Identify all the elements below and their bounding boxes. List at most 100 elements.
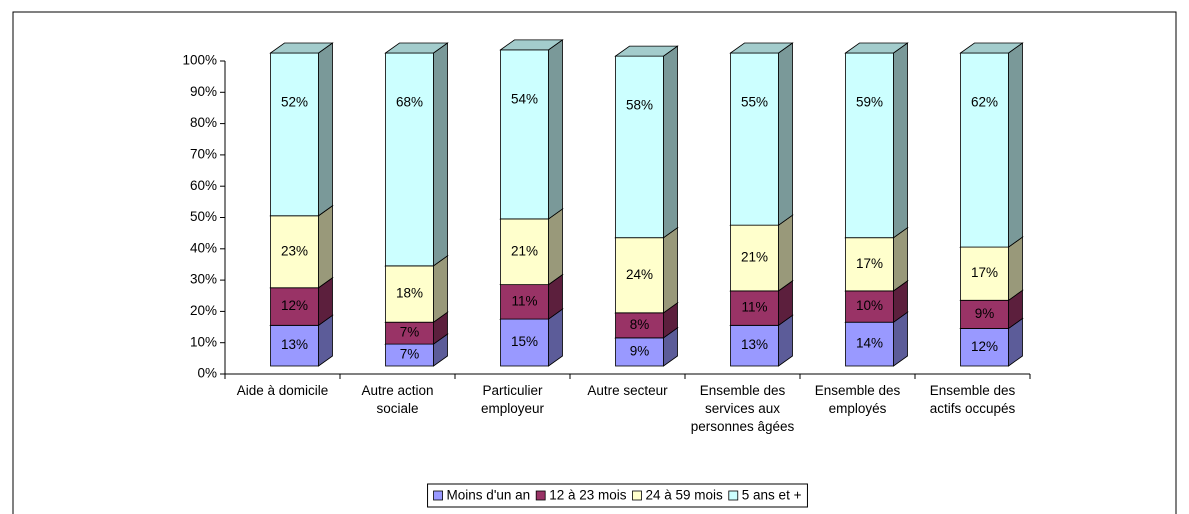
x-tick-label: Ensemble des actifs occupés bbox=[930, 383, 1016, 416]
bar-side bbox=[778, 214, 793, 292]
bar-front bbox=[960, 52, 1009, 248]
bar-side bbox=[318, 204, 333, 289]
bar-front bbox=[845, 237, 894, 292]
data-label: 13% bbox=[281, 337, 308, 352]
data-label: 15% bbox=[511, 334, 538, 349]
y-tick-label: 10% bbox=[190, 334, 217, 349]
bar-segment bbox=[729, 42, 794, 226]
data-label: 7% bbox=[400, 347, 420, 362]
data-label: 8% bbox=[630, 317, 650, 332]
bar-front bbox=[385, 265, 434, 323]
bar-side bbox=[1008, 236, 1023, 302]
label-line: Ensemble des bbox=[815, 383, 901, 398]
bar-side bbox=[663, 45, 678, 239]
data-label: 12% bbox=[971, 339, 998, 354]
bar-side bbox=[1008, 42, 1023, 248]
legend-label: 12 à 23 mois bbox=[549, 488, 627, 503]
label-line: employeur bbox=[481, 401, 545, 416]
bar-top bbox=[959, 42, 1024, 54]
bar-top bbox=[384, 42, 449, 54]
x-tick-label: Autre secteur bbox=[587, 383, 668, 398]
data-label: 21% bbox=[511, 243, 538, 258]
bar-front bbox=[845, 52, 894, 239]
label-line: Particulier bbox=[482, 383, 543, 398]
bar-top bbox=[269, 42, 334, 54]
bar-segment bbox=[614, 45, 679, 239]
data-label: 24% bbox=[626, 267, 653, 282]
data-label: 12% bbox=[281, 298, 308, 313]
y-tick-label: 0% bbox=[197, 366, 217, 381]
bar-front bbox=[500, 284, 549, 320]
bar-side bbox=[893, 226, 908, 292]
bar-side bbox=[318, 42, 333, 217]
y-tick-label: 70% bbox=[190, 146, 217, 161]
x-tick-label: Ensemble des employés bbox=[815, 383, 901, 416]
y-tick-label: 60% bbox=[190, 178, 217, 193]
data-label: 9% bbox=[630, 343, 650, 358]
bar-front bbox=[270, 287, 319, 326]
bar-segment bbox=[499, 39, 564, 220]
data-label: 62% bbox=[971, 95, 998, 110]
bar-segment bbox=[959, 42, 1024, 248]
data-label: 54% bbox=[511, 91, 538, 106]
y-tick-label: 80% bbox=[190, 115, 217, 130]
data-label: 9% bbox=[975, 306, 995, 321]
bar-front bbox=[960, 299, 1009, 329]
x-tick-label: Particulier employeur bbox=[481, 383, 545, 416]
bar-front bbox=[845, 321, 894, 367]
bar-front bbox=[500, 49, 549, 220]
label-line: Aide à domicile bbox=[237, 383, 329, 398]
bar-front bbox=[730, 290, 779, 326]
label-line: Ensemble des bbox=[700, 383, 786, 398]
legend-swatch bbox=[535, 490, 546, 501]
bar-front bbox=[270, 52, 319, 217]
y-tick-label: 20% bbox=[190, 303, 217, 318]
bar-segment bbox=[269, 42, 334, 217]
legend-label: Moins d'un an bbox=[447, 488, 531, 503]
data-label: 55% bbox=[741, 95, 768, 110]
bar-front bbox=[270, 324, 319, 367]
x-tick-label: Aide à domicile bbox=[237, 383, 329, 398]
label-line: actifs occupés bbox=[930, 401, 1016, 416]
bar-front bbox=[500, 318, 549, 367]
label-line: employés bbox=[829, 401, 887, 416]
bar-front bbox=[615, 337, 664, 367]
data-label: 23% bbox=[281, 243, 308, 258]
data-label: 7% bbox=[400, 325, 420, 340]
data-label: 10% bbox=[856, 298, 883, 313]
label-line: personnes âgées bbox=[691, 419, 795, 434]
data-label: 17% bbox=[856, 256, 883, 271]
legend-swatch bbox=[433, 490, 443, 501]
x-tick-label: Autre action sociale bbox=[361, 383, 433, 416]
bar-top bbox=[729, 42, 794, 54]
y-tick-label: 40% bbox=[190, 240, 217, 255]
bar-front bbox=[615, 312, 664, 339]
data-label: 21% bbox=[741, 250, 768, 265]
bar-front bbox=[385, 52, 434, 267]
bar-front bbox=[500, 218, 549, 286]
x-tick-label: Ensemble des services aux personnes âgées bbox=[691, 383, 795, 434]
data-label: 11% bbox=[741, 300, 767, 315]
data-label: 68% bbox=[396, 95, 423, 110]
bar-segment bbox=[384, 42, 449, 267]
bar-side bbox=[893, 42, 908, 239]
bar-side bbox=[778, 42, 793, 226]
bar-top bbox=[614, 45, 679, 57]
label-line: Autre secteur bbox=[587, 383, 668, 398]
data-label: 11% bbox=[511, 293, 537, 308]
bar-side bbox=[433, 42, 448, 267]
y-tick-label: 90% bbox=[190, 84, 217, 99]
bar-front bbox=[615, 55, 664, 239]
legend-swatch bbox=[728, 490, 739, 501]
bar-front bbox=[730, 52, 779, 226]
y-tick-label: 30% bbox=[190, 272, 217, 287]
data-label: 59% bbox=[856, 95, 883, 110]
legend-swatch bbox=[632, 490, 642, 501]
bar-side bbox=[548, 39, 563, 220]
data-label: 52% bbox=[281, 95, 308, 110]
data-label: 14% bbox=[856, 336, 883, 351]
legend-box bbox=[427, 483, 808, 508]
bar-side bbox=[548, 208, 563, 286]
legend-label: 24 à 59 mois bbox=[645, 488, 723, 503]
bar-front bbox=[615, 237, 664, 314]
